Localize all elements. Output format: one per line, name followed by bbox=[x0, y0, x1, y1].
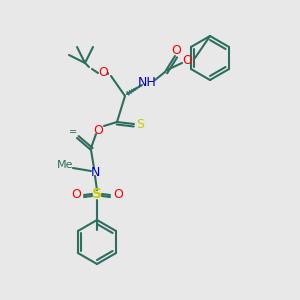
Text: =: = bbox=[69, 127, 77, 137]
Text: O: O bbox=[113, 188, 123, 202]
Text: N: N bbox=[90, 166, 100, 178]
Text: O: O bbox=[98, 67, 108, 80]
Text: O: O bbox=[93, 124, 103, 137]
Text: O: O bbox=[171, 44, 181, 58]
Text: S: S bbox=[136, 118, 144, 130]
Text: O: O bbox=[182, 53, 192, 67]
Text: O: O bbox=[71, 188, 81, 202]
Text: NH: NH bbox=[138, 76, 156, 88]
Text: S: S bbox=[92, 187, 102, 201]
Text: Me: Me bbox=[57, 160, 73, 170]
